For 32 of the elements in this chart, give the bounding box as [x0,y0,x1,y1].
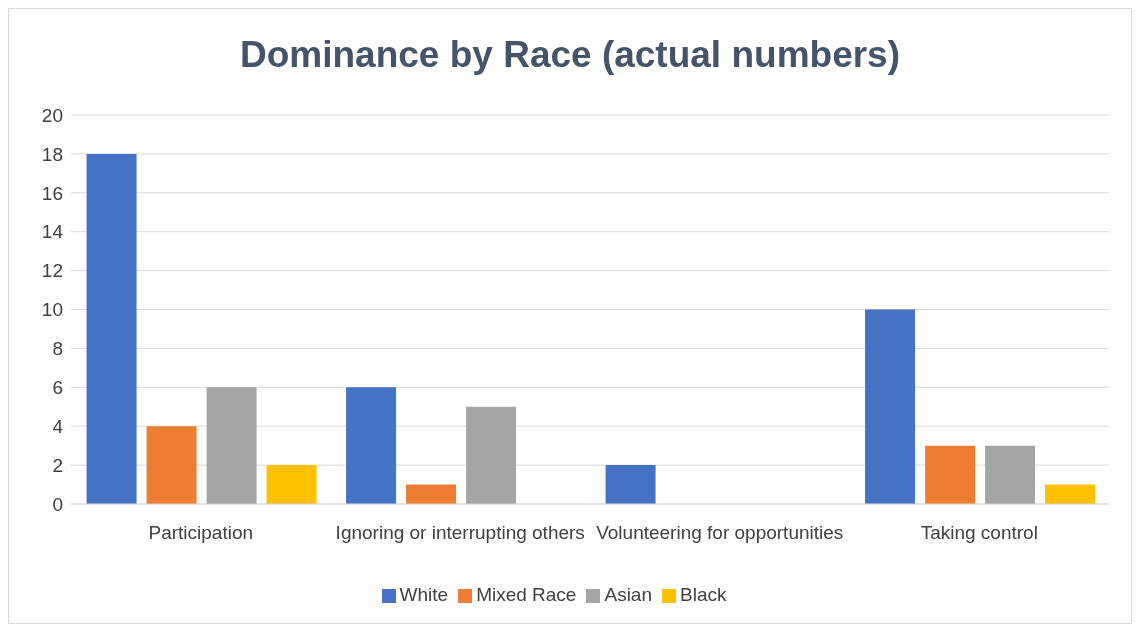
x-tick-label: Ignoring or interrupting others [335,522,585,544]
bar [985,445,1036,504]
bar [406,484,457,504]
legend-label: Asian [604,584,652,605]
y-tick-label: 8 [52,338,63,360]
legend-label: Black [679,584,727,605]
x-tick-label: Taking control [920,522,1038,544]
y-tick-label: 4 [52,415,64,437]
y-tick-label: 16 [41,182,63,204]
y-tick-label: 10 [41,299,63,321]
bar [865,309,916,504]
bar [206,387,257,504]
bar [346,387,397,504]
bar [86,153,137,504]
y-tick-label: 2 [52,454,63,476]
y-tick-label: 14 [41,221,64,243]
bar [146,426,197,504]
chart-title: Dominance by Race (actual numbers) [239,33,901,77]
bar [466,406,517,504]
x-tick-label: Participation [148,522,254,544]
legend-label: Mixed Race [476,584,577,605]
y-tick-label: 0 [52,493,63,515]
legend-label: White [399,584,449,605]
y-tick-label: 6 [52,377,63,399]
bar [925,445,976,504]
y-tick-label: 18 [41,143,63,165]
y-tick-label: 12 [41,260,63,282]
bar [1045,484,1096,504]
bar [605,465,656,504]
bar [266,465,317,504]
y-tick-label: 20 [41,104,63,126]
x-tick-label: Volunteering for opportunities [596,522,844,544]
